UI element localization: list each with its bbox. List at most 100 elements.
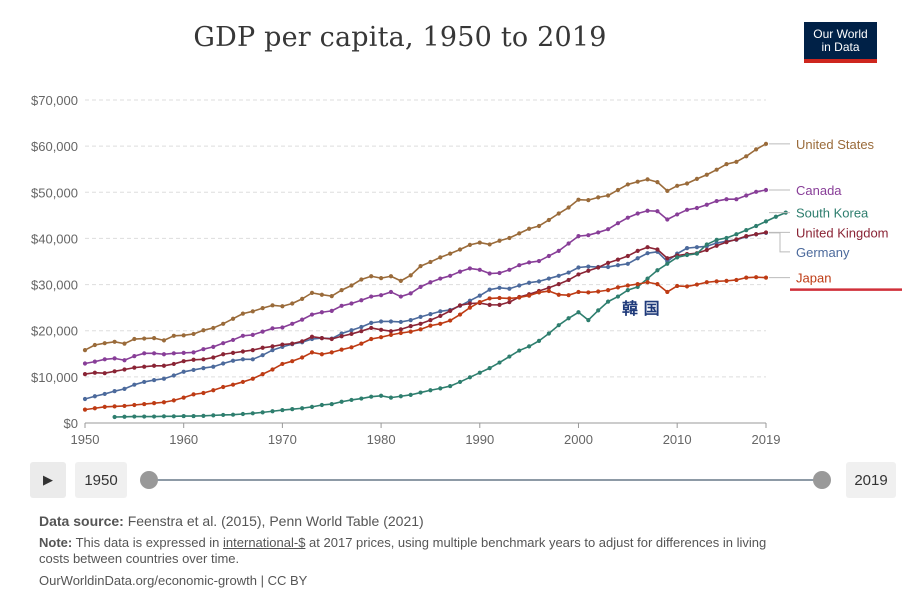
data-point	[122, 341, 127, 346]
series-united-states	[82, 141, 769, 353]
data-point	[132, 402, 137, 408]
data-point	[132, 353, 137, 359]
data-point	[398, 394, 403, 399]
data-point	[605, 288, 611, 293]
data-point	[300, 339, 305, 344]
data-point	[122, 403, 127, 409]
data-point	[280, 342, 285, 347]
data-point	[240, 311, 246, 316]
data-point	[487, 271, 492, 276]
data-point	[428, 259, 433, 265]
data-point	[645, 245, 650, 250]
data-point	[191, 350, 196, 355]
data-point	[586, 264, 591, 269]
data-point	[221, 321, 226, 326]
data-point	[132, 414, 137, 419]
data-point	[605, 260, 611, 265]
data-point	[201, 390, 206, 396]
data-point	[724, 197, 729, 202]
data-point	[112, 356, 117, 361]
data-point	[467, 242, 473, 247]
data-point	[576, 234, 581, 239]
data-point	[448, 251, 453, 256]
data-point	[270, 326, 275, 331]
data-point	[92, 359, 97, 364]
data-point	[309, 334, 315, 339]
data-point	[92, 406, 97, 411]
credit-url-link[interactable]: OurWorldinData.org/economic-growth	[39, 573, 257, 588]
data-point	[132, 382, 137, 387]
data-point	[655, 247, 660, 252]
data-point	[684, 252, 690, 258]
data-point	[724, 235, 729, 241]
data-point	[270, 344, 275, 349]
data-point	[625, 261, 630, 266]
data-point	[734, 197, 739, 202]
data-point	[142, 401, 147, 407]
data-point	[517, 348, 522, 353]
data-point	[339, 347, 344, 352]
data-point	[536, 338, 542, 343]
data-point	[418, 327, 423, 332]
data-point	[260, 353, 265, 358]
data-point	[744, 275, 749, 280]
data-point	[102, 404, 107, 409]
data-point	[378, 293, 384, 298]
data-point	[596, 289, 601, 294]
data-point	[378, 393, 384, 398]
data-point	[388, 289, 394, 295]
data-point	[240, 333, 246, 338]
data-point	[724, 240, 729, 245]
international-dollar-link[interactable]: international-$	[223, 535, 306, 550]
data-point	[675, 212, 680, 217]
data-point	[230, 382, 236, 387]
y-tick-label: $20,000	[31, 324, 78, 339]
data-point	[122, 358, 127, 363]
legend-label: Canada	[796, 183, 842, 198]
data-point	[161, 352, 167, 357]
data-point	[684, 284, 690, 289]
data-point	[576, 265, 581, 270]
data-point	[211, 344, 216, 349]
data-point	[161, 400, 167, 405]
data-point	[378, 327, 384, 332]
data-point	[309, 290, 315, 295]
data-point	[309, 350, 315, 355]
data-point	[142, 351, 147, 356]
data-point	[260, 410, 265, 415]
start-year-box[interactable]: 1950	[75, 462, 127, 498]
data-point	[408, 392, 413, 397]
end-year-box[interactable]: 2019	[846, 462, 896, 498]
data-point	[556, 248, 561, 253]
data-point	[438, 321, 443, 326]
legend-label: United States	[796, 137, 875, 152]
timeline-end-handle[interactable]	[813, 471, 831, 489]
data-point	[300, 317, 305, 322]
data-point	[201, 413, 206, 418]
owid-logo[interactable]: Our World in Data	[804, 22, 877, 63]
timeline-track[interactable]	[148, 479, 822, 481]
data-point	[457, 247, 463, 252]
data-point	[339, 334, 344, 339]
data-point	[714, 167, 719, 172]
play-button[interactable]: ▶	[30, 462, 66, 498]
data-point	[754, 232, 759, 237]
data-point	[388, 395, 394, 400]
series-line	[84, 232, 767, 400]
data-point	[457, 269, 463, 274]
data-point	[684, 181, 690, 186]
data-point	[378, 335, 384, 340]
data-point	[754, 189, 759, 194]
data-point	[507, 354, 512, 359]
data-point	[142, 336, 147, 341]
data-point	[250, 376, 255, 381]
data-point	[142, 364, 147, 369]
license-link[interactable]: CC BY	[267, 573, 308, 588]
data-point	[596, 308, 601, 313]
data-point	[517, 263, 522, 268]
timeline-start-handle[interactable]	[140, 471, 158, 489]
data-point	[576, 289, 581, 295]
y-tick-label: $70,000	[31, 93, 78, 108]
data-point	[102, 371, 107, 376]
data-point	[645, 251, 650, 256]
